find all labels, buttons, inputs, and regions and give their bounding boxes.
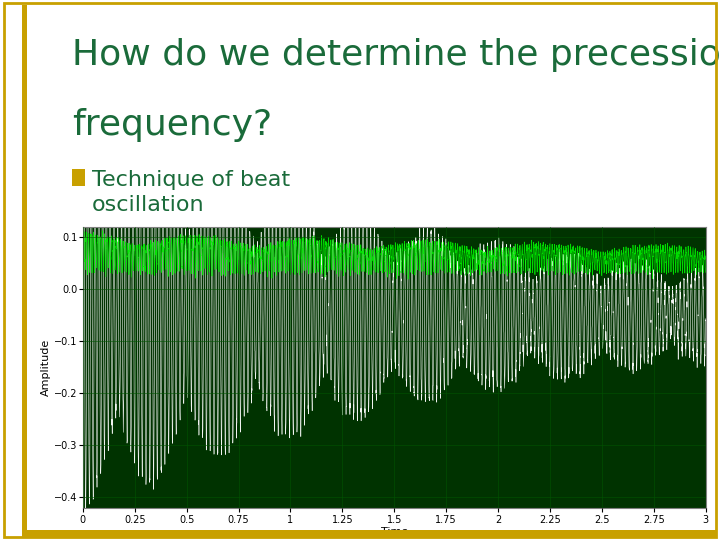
Y-axis label: Amplitude: Amplitude xyxy=(41,339,51,396)
Text: Technique of beat
oscillation: Technique of beat oscillation xyxy=(92,170,290,215)
X-axis label: Time: Time xyxy=(381,528,408,537)
Text: How do we determine the precession: How do we determine the precession xyxy=(72,38,720,72)
Text: frequency?: frequency? xyxy=(72,108,272,142)
